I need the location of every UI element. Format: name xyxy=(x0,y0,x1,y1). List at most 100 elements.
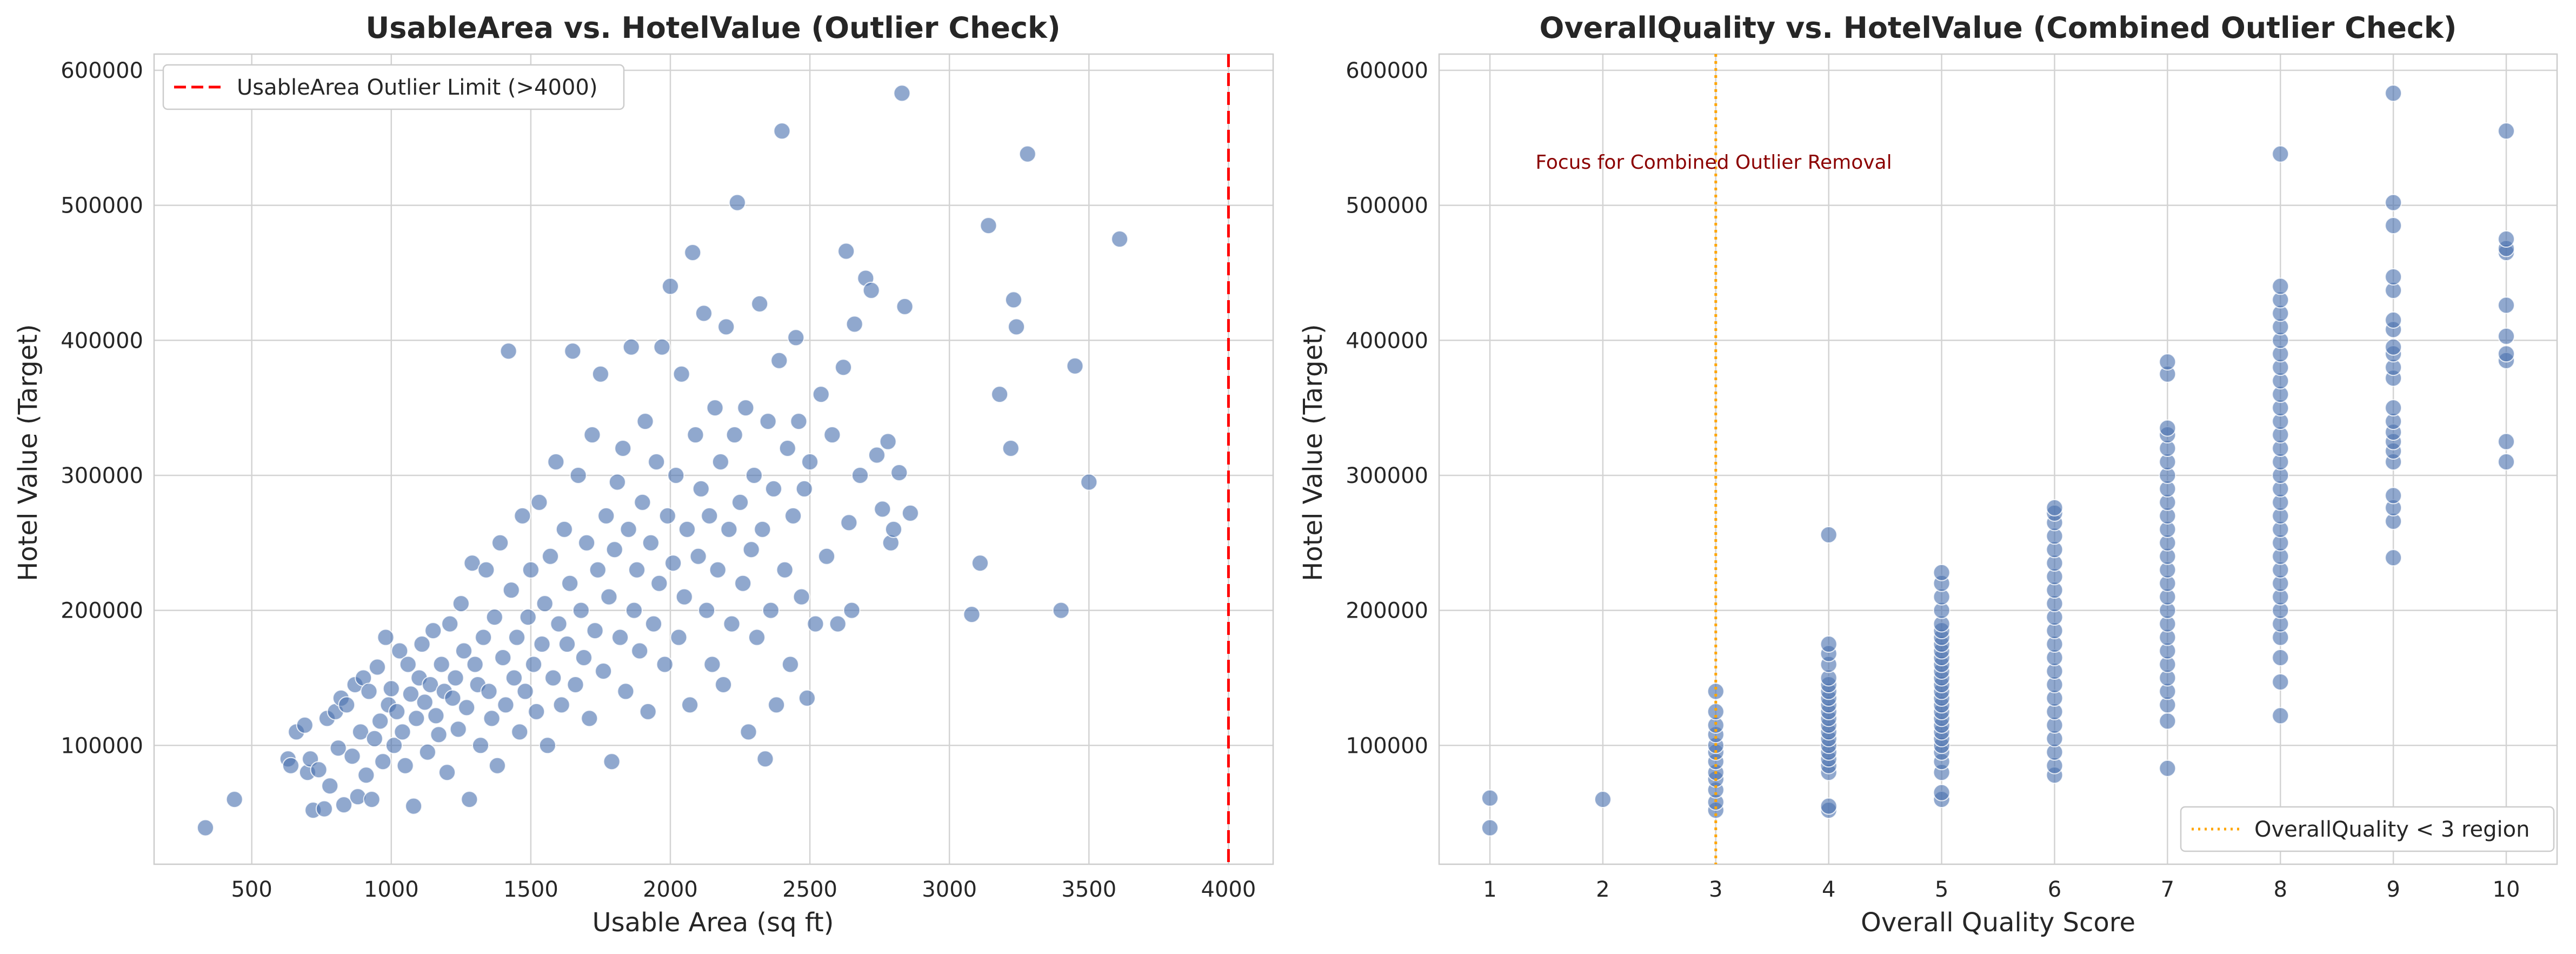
left-chart-data-point xyxy=(402,685,420,703)
left-chart-data-point xyxy=(438,764,456,781)
left-chart-x-tick-label: 2500 xyxy=(782,877,837,902)
left-chart-data-point xyxy=(452,595,470,613)
left-chart-data-point xyxy=(196,819,214,837)
left-chart-data-point xyxy=(555,520,573,538)
left-chart-data-point xyxy=(742,541,760,559)
left-chart-y-tick-label: 100000 xyxy=(61,733,143,758)
right-chart-annotation: Focus for Combined Outlier Removal xyxy=(1535,151,1892,174)
right-chart-y-tick-label: 200000 xyxy=(1346,599,1428,624)
right-chart-data-point xyxy=(2159,419,2176,437)
left-chart-data-point xyxy=(879,433,897,451)
right-chart-x-axis-label: Overall Quality Score xyxy=(1861,907,2135,938)
right-chart-title: OverallQuality vs. HotelValue (Combined … xyxy=(1540,11,2457,45)
left-chart-data-point xyxy=(455,642,472,660)
left-chart-data-point xyxy=(689,547,707,565)
left-chart-data-point xyxy=(790,413,808,430)
left-chart-data-point xyxy=(572,601,590,619)
left-chart-data-point xyxy=(360,683,378,700)
right-chart-legend-label: OverallQuality < 3 region xyxy=(2254,817,2530,842)
left-chart-data-point xyxy=(525,655,543,673)
right-chart-y-tick-label: 600000 xyxy=(1346,58,1428,83)
left-chart-data-point xyxy=(611,628,629,646)
left-chart-data-point xyxy=(706,399,724,417)
left-chart-data-point xyxy=(530,493,548,511)
right-chart-data-point xyxy=(2159,353,2176,371)
left-chart-data-point xyxy=(349,788,367,806)
right-chart-data-point xyxy=(2385,84,2402,102)
left-chart-data-point xyxy=(461,791,478,809)
left-chart-data-point xyxy=(684,244,702,262)
left-chart-data-point xyxy=(357,766,375,784)
right-chart-data-point xyxy=(2498,453,2515,471)
right-chart-data-point xyxy=(2385,217,2402,235)
right-chart-data-point xyxy=(2498,122,2515,140)
left-chart-data-point xyxy=(528,703,545,720)
right-chart-frame xyxy=(1438,53,2558,865)
right-chart-plot-area xyxy=(1438,53,2558,865)
left-chart-frame xyxy=(153,53,1274,865)
left-chart-data-point xyxy=(488,757,506,774)
left-chart-data-point xyxy=(748,628,766,646)
right-chart-y-axis-label: Hotel Value (Target) xyxy=(1298,324,1328,581)
left-chart-y-tick-label: 600000 xyxy=(61,58,143,83)
left-chart-data-point xyxy=(536,595,554,613)
left-chart-data-point xyxy=(734,574,752,592)
left-chart-data-point xyxy=(502,581,520,599)
left-chart-data-point xyxy=(636,413,654,430)
left-chart-data-point xyxy=(695,304,713,322)
left-chart-data-point xyxy=(511,723,529,741)
left-chart-data-point xyxy=(363,791,381,809)
left-chart-data-point xyxy=(377,628,395,646)
left-chart-data-point xyxy=(1008,318,1026,336)
left-chart-data-point xyxy=(768,696,786,714)
left-chart-data-point xyxy=(497,696,515,714)
left-chart-x-tick-label: 3000 xyxy=(922,877,977,902)
right-chart-legend: OverallQuality < 3 region xyxy=(2180,806,2555,852)
left-chart-data-point xyxy=(835,359,853,376)
left-chart-data-point xyxy=(801,453,819,471)
right-chart-x-tick-label: 8 xyxy=(2273,877,2287,902)
left-chart-data-point xyxy=(634,493,651,511)
left-chart-data-point xyxy=(343,747,361,765)
left-chart-data-point xyxy=(773,122,791,140)
right-chart-data-point xyxy=(1707,683,1725,700)
left-chart-x-tick-label: 2000 xyxy=(643,877,698,902)
left-chart-data-point xyxy=(901,504,919,522)
left-chart-data-point xyxy=(564,342,582,360)
left-chart-data-point xyxy=(709,561,727,579)
right-chart-x-tick-label: 7 xyxy=(2161,877,2174,902)
left-chart-data-point xyxy=(475,628,492,646)
left-chart-data-point xyxy=(538,737,556,754)
left-chart-data-point xyxy=(388,703,406,720)
right-chart-y-tick-label: 100000 xyxy=(1346,733,1428,758)
left-chart-data-point xyxy=(558,635,576,653)
right-chart-data-point xyxy=(1481,819,1499,837)
right-chart-x-tick-label: 4 xyxy=(1822,877,1835,902)
right-chart-background xyxy=(1439,54,2557,864)
left-chart-data-point xyxy=(544,669,562,687)
left-chart-data-point xyxy=(661,277,679,295)
left-chart-x-axis-label: Usable Area (sq ft) xyxy=(593,907,834,938)
left-chart-data-point xyxy=(430,726,448,744)
left-chart-data-point xyxy=(711,453,729,471)
left-chart-data-point xyxy=(483,710,501,727)
left-chart-data-point xyxy=(441,615,459,633)
left-chart-data-point xyxy=(754,520,771,538)
right-chart-x-tick-label: 5 xyxy=(1935,877,1948,902)
left-chart-data-point xyxy=(658,507,676,525)
right-chart-data-point xyxy=(2498,327,2515,345)
right-chart-data-point xyxy=(2385,399,2402,417)
left-chart-data-point xyxy=(399,655,417,673)
right-chart-data-point xyxy=(2272,673,2289,691)
left-chart-data-point xyxy=(427,707,445,725)
left-chart-data-point xyxy=(416,693,434,711)
left-chart-data-point xyxy=(1052,601,1070,619)
left-chart-data-point xyxy=(692,480,710,498)
left-chart-data-point xyxy=(282,757,299,774)
left-chart-data-point xyxy=(494,649,512,667)
left-chart-data-point xyxy=(731,493,749,511)
right-chart-x-tick-label: 1 xyxy=(1483,877,1496,902)
left-chart-data-point xyxy=(971,554,989,572)
left-chart-data-point xyxy=(547,453,565,471)
left-chart-data-point xyxy=(795,480,813,498)
